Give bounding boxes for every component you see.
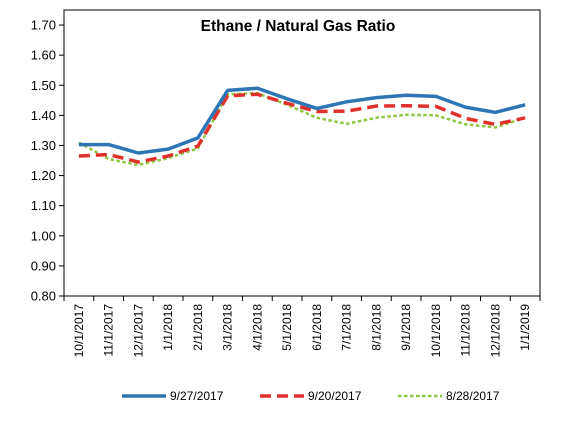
x-tick-label: 10/1/2018 — [429, 304, 443, 358]
x-tick-label: 9/1/2018 — [399, 304, 413, 351]
y-tick-label: 1.20 — [31, 168, 56, 183]
legend-label: 9/27/2017 — [170, 389, 224, 403]
x-tick-label: 10/1/2017 — [72, 304, 86, 358]
y-tick-label: 1.30 — [31, 138, 56, 153]
legend-label: 8/28/2017 — [446, 389, 500, 403]
x-tick-label: 3/1/2018 — [221, 304, 235, 351]
y-tick-label: 1.10 — [31, 198, 56, 213]
x-tick-label: 2/1/2018 — [191, 304, 205, 351]
x-tick-label: 1/1/2019 — [518, 304, 532, 351]
chart-title: Ethane / Natural Gas Ratio — [201, 18, 396, 35]
chart-series — [78, 86, 526, 167]
x-tick-label: 1/1/2018 — [161, 304, 175, 351]
x-tick-label: 7/1/2018 — [340, 304, 354, 351]
y-tick-label: 1.70 — [31, 18, 56, 33]
y-tick-label: 1.50 — [31, 78, 56, 93]
x-tick-label: 5/1/2018 — [280, 304, 294, 351]
y-tick-label: 0.80 — [31, 289, 56, 304]
series-line-9-27-2017 — [78, 86, 526, 155]
y-tick-label: 1.60 — [31, 48, 56, 63]
y-tick-label: 1.40 — [31, 108, 56, 123]
chart-axes: 0.80 0.90 1.00 1.10 1.20 1.30 1.40 1.50 1.60 1.70… — [31, 9, 541, 358]
x-tick-label: 8/1/2018 — [369, 304, 383, 351]
y-tick-label: 0.90 — [31, 258, 56, 273]
chart-legend: 9/27/2017 9/20/2017 8/28/2017 — [122, 389, 500, 403]
series-line-9-20-2017 — [78, 92, 526, 164]
y-tick-label: 1.00 — [31, 228, 56, 243]
x-tick-label: 11/1/2018 — [459, 304, 473, 357]
x-tick-label: 6/1/2018 — [310, 304, 324, 351]
x-tick-label: 11/1/2017 — [102, 304, 116, 357]
legend-label: 9/20/2017 — [308, 389, 362, 403]
x-tick-label: 4/1/2018 — [250, 304, 264, 351]
x-tick-label: 12/1/2017 — [131, 304, 145, 358]
x-tick-label: 12/1/2018 — [488, 304, 502, 358]
series-line-8-28-2017 — [78, 91, 526, 167]
